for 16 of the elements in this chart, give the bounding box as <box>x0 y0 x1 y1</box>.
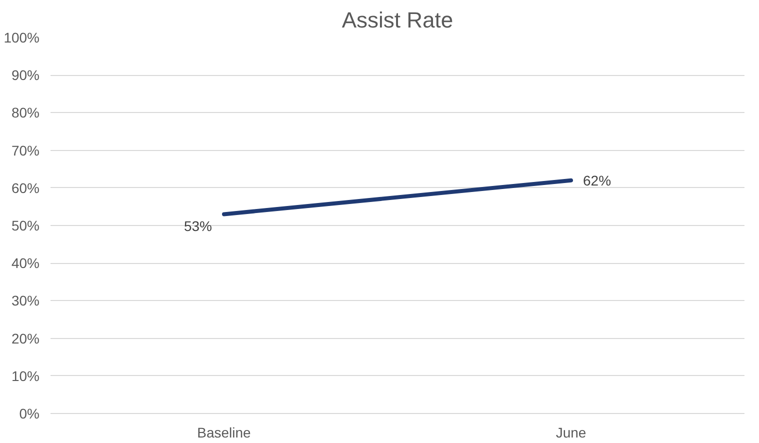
x-tick-label: Baseline <box>197 424 252 440</box>
x-tick-label: June <box>556 424 586 440</box>
y-tick-label: 100% <box>4 30 40 46</box>
y-tick-label: 40% <box>11 255 40 272</box>
y-tick-label: 50% <box>11 218 40 234</box>
data-label: 53% <box>184 218 212 234</box>
y-tick-label: 30% <box>11 292 40 309</box>
y-tick-label: 60% <box>11 180 40 196</box>
chart-title: Assist Rate <box>342 8 454 32</box>
y-tick-label: 10% <box>11 368 40 384</box>
y-tick-label: 90% <box>11 67 40 84</box>
data-label: 62% <box>583 172 612 188</box>
y-tick-label: 80% <box>11 104 40 121</box>
y-tick-label: 20% <box>11 330 40 346</box>
y-tick-label: 0% <box>19 406 40 422</box>
y-tick-label: 70% <box>11 142 40 158</box>
